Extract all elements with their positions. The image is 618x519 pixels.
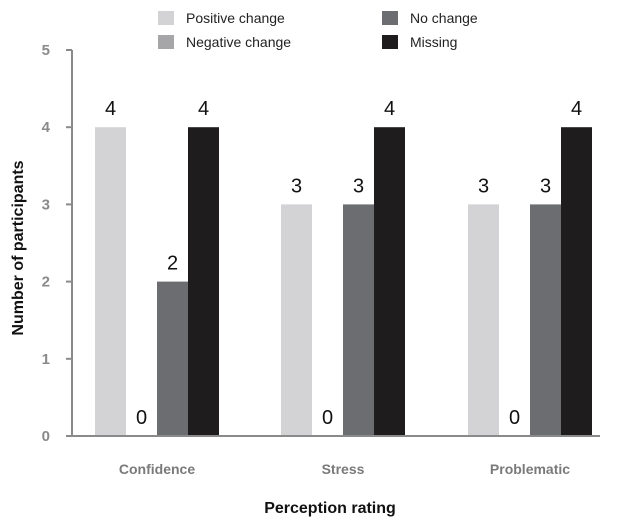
bar-problematic-missing [561,127,592,436]
y-tick-label: 3 [42,196,50,213]
data-label-stress-no-change: 3 [353,175,364,197]
y-tick-label: 2 [42,274,50,291]
y-tick-label: 5 [42,42,50,59]
legend-swatch-positive-change [158,11,174,25]
data-label-stress-negative-change: 0 [322,407,333,429]
bar-confidence-positive-change [95,127,126,436]
legend-label-positive-change: Positive change [186,10,285,26]
data-label-problematic-no-change: 3 [540,175,551,197]
bar-problematic-no-change [530,204,561,436]
data-label-confidence-positive-change: 4 [105,98,116,120]
x-category-label-stress: Stress [322,461,365,477]
y-ticks: 0 1 2 3 4 5 [42,42,72,445]
data-labels: 4 0 2 4 3 0 3 4 3 0 3 4 [105,98,582,429]
bar-stress-missing [374,127,405,436]
y-axis-title: Number of participants [10,160,27,335]
data-label-problematic-positive-change: 3 [478,175,489,197]
data-label-confidence-missing: 4 [198,98,209,120]
y-tick-label: 4 [42,119,51,136]
bar-confidence-missing [188,127,219,436]
data-label-problematic-missing: 4 [571,98,582,120]
y-tick-label: 0 [42,428,50,445]
data-label-stress-positive-change: 3 [291,175,302,197]
data-label-problematic-negative-change: 0 [509,407,520,429]
legend: Positive change No change Negative change M… [158,10,478,50]
y-tick-label: 1 [42,351,50,368]
x-axis-title: Perception rating [264,500,396,517]
data-label-confidence-negative-change: 0 [136,407,147,429]
legend-label-missing: Missing [410,34,457,50]
legend-swatch-missing [382,35,398,49]
legend-label-no-change: No change [410,10,478,26]
legend-swatch-no-change [382,11,398,25]
bar-stress-no-change [343,204,374,436]
bar-confidence-no-change [157,281,188,436]
axes [71,50,600,437]
x-category-label-confidence: Confidence [119,461,195,477]
legend-swatch-negative-change [158,35,174,49]
data-label-stress-missing: 4 [384,98,395,120]
legend-label-negative-change: Negative change [186,34,291,50]
x-category-labels: Confidence Stress Problematic [119,461,570,477]
data-label-confidence-no-change: 2 [167,253,178,275]
x-category-label-problematic: Problematic [490,461,570,477]
bars [95,127,592,436]
bar-stress-positive-change [281,204,312,436]
bar-problematic-positive-change [468,204,499,436]
